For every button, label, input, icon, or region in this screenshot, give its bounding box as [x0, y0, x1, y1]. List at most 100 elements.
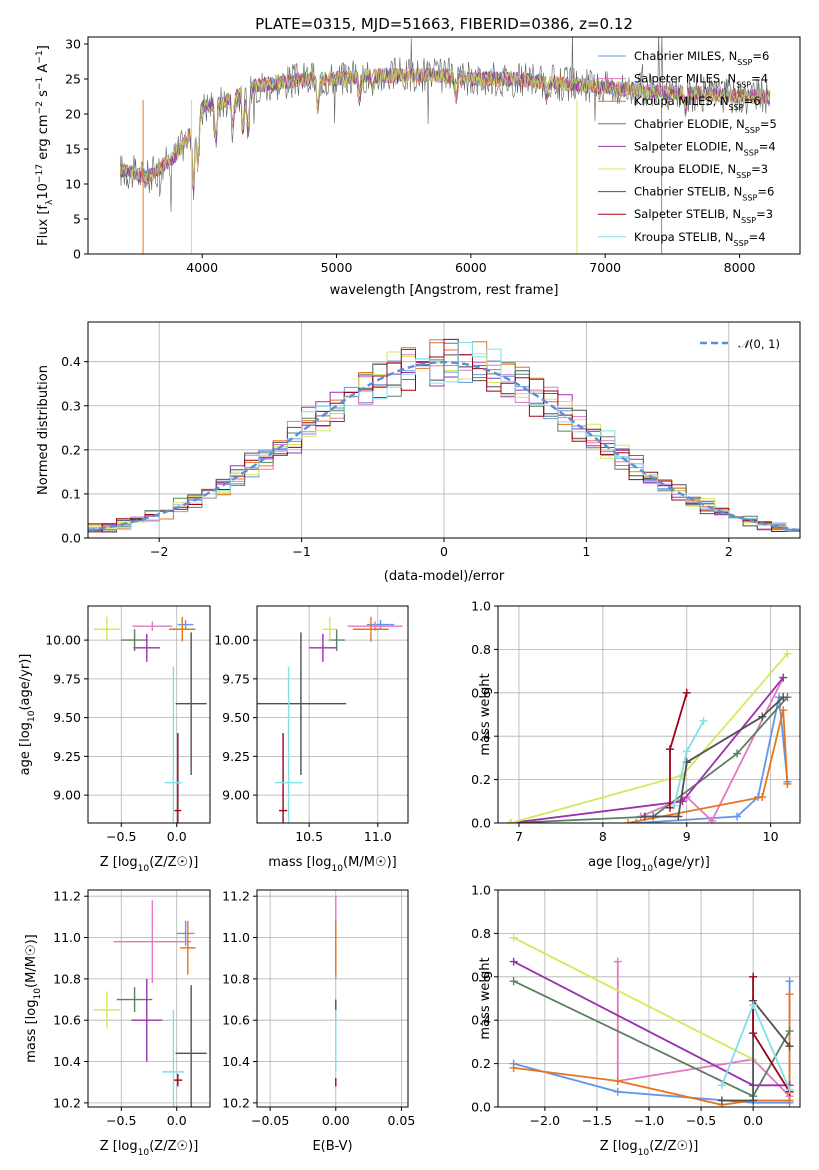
y-tick-label: 10.2 [53, 1095, 81, 1110]
x-axis-label: Z [log10(Z/Z☉)] [100, 855, 199, 874]
weight-marker-kroupa_elodie [783, 649, 792, 658]
weight-marker-kroupa_miles [785, 990, 794, 999]
weight_vs_Z-panel: −2.0 −1.5 −1.0 −0.5 0.0 0.0 0.2 0.4 0.6 0.8 1.0 Z [… [471, 883, 801, 1158]
x-tick-label: 9 [683, 829, 691, 844]
x-tick-label: 0.0 [167, 1113, 187, 1128]
legend-value: =3 [756, 207, 773, 221]
legend-value: =6 [757, 185, 774, 199]
errorbar-kroupa_elodie [93, 616, 121, 642]
errorbar-salpeter_stelib [173, 1073, 183, 1087]
errorbar-kroupa_stelib [162, 1009, 185, 1107]
y-tick-label: 25 [65, 72, 81, 87]
x-axis-label: age [log10(age/yr)] [588, 855, 710, 874]
weight-series-kroupa_miles [624, 706, 792, 823]
x-tick-label: 0.05 [388, 1113, 416, 1128]
axes-frame [256, 889, 409, 1108]
weight-marker-chabrier_miles [613, 1087, 622, 1096]
x-tick-label: 10.5 [295, 829, 323, 844]
y-axis-label: Flux [fλ10−17 erg cm−2 s−1 A−1] [35, 45, 55, 246]
y-tick-label: 5 [73, 212, 81, 227]
y-tick-label: 10.00 [214, 633, 250, 648]
weight-marker-chabrier_stelib [779, 693, 788, 702]
x-tick-label: −1.5 [582, 1113, 612, 1128]
y-tick-label: 9.00 [53, 788, 81, 803]
weight-series-salpeter_miles [636, 673, 788, 823]
x-tick-label: 8 [599, 829, 607, 844]
y-tick-label: 0.4 [471, 1013, 491, 1028]
y-tick-label: 9.25 [53, 749, 81, 764]
weight-series-kroupa_stelib [670, 717, 708, 810]
legend-value: =5 [760, 117, 777, 131]
y-tick-label: 10.6 [222, 1013, 250, 1028]
x-tick-label: −1.0 [634, 1113, 664, 1128]
x-axis-label: Z [log10(Z/Z☉)] [600, 1139, 699, 1158]
weight-lines [509, 933, 794, 1107]
legend-value: =4 [749, 230, 766, 244]
legend-label-kroupa_elodie: Kroupa ELODIE, NSSP=3 [634, 162, 768, 180]
spectrum-title: PLATE=0315, MJD=51663, FIBERID=0386, z=0… [255, 15, 633, 33]
weight-marker-kroupa_miles [613, 1076, 622, 1085]
weight-series-kroupa_stelib [717, 1001, 794, 1094]
y-tick-label: 0.2 [471, 772, 491, 787]
x-tick-label: −0.05 [251, 1113, 289, 1128]
weight-line-kroupa_miles [627, 709, 789, 823]
weight-marker-chabrier_elodie [733, 749, 742, 758]
legend-value: =4 [759, 139, 776, 153]
spectrum-panel: 4000 5000 6000 7000 8000 0 5 10 15 20 25 30 waveleng… [35, 36, 801, 298]
x-tick-label: 0.0 [743, 1113, 763, 1128]
weight-marker-kroupa_stelib [749, 1001, 758, 1010]
y-tick-label: 11.2 [53, 889, 81, 904]
axes-frame [87, 36, 801, 255]
weight-marker-salpeter_elodie [779, 673, 788, 682]
errorbar-salpeter_elodie [133, 633, 161, 662]
x-tick-label: 11.0 [364, 829, 392, 844]
x-tick-label: 0.00 [322, 1113, 350, 1128]
mass_vs_EBV-panel: −0.05 0.00 0.05 10.2 10.4 10.6 10.8 11.0 11.2 E(B… [222, 889, 415, 1154]
x-tick-label: 4000 [186, 260, 218, 275]
axes-frame [87, 321, 801, 539]
weight-marker-kroupa_stelib [670, 801, 679, 810]
y-tick-label: 1.0 [471, 883, 491, 898]
y-tick-label: 20 [65, 107, 81, 122]
weight-marker-chabrier_miles [785, 977, 794, 986]
x-tick-label: −2 [150, 544, 168, 559]
weight-marker-chabrier_elodie [509, 977, 518, 986]
weight-series-kroupa_elodie [509, 933, 758, 1064]
x-axis-label: E(B-V) [312, 1139, 352, 1154]
weight-marker-kroupa_miles [785, 1096, 794, 1105]
y-tick-label: 30 [65, 37, 81, 52]
y-tick-label: 10.8 [53, 971, 81, 986]
y-tick-label: 10 [65, 177, 81, 192]
weight-marker-chabrier_stelib [758, 712, 767, 721]
age_vs_Z-panel: −0.5 0.0 9.00 9.25 9.50 9.75 10.00 Z [log10(Z/Z… [18, 605, 211, 874]
weight-marker-kroupa_miles [624, 819, 633, 823]
weight-marker-chabrier_elodie [785, 1027, 794, 1036]
x-tick-label: −0.5 [106, 1113, 136, 1128]
weight-marker-kroupa_stelib [785, 1085, 794, 1094]
weight-line-chabrier_elodie [513, 980, 791, 1098]
weight-marker-kroupa_stelib [717, 1081, 726, 1090]
weight-line-chabrier_stelib [721, 998, 791, 1102]
x-tick-label: −0.5 [106, 829, 136, 844]
weight-marker-kroupa_miles [758, 792, 767, 801]
errorbar-salpeter_miles [132, 621, 173, 631]
weight-marker-kroupa_stelib [699, 717, 708, 726]
residuals-panel: −2 −1 0 1 2 0.0 0.1 0.2 0.3 0.4 𝒩(0, 1) (data-model… [36, 321, 801, 584]
weight-marker-salpeter_stelib [665, 745, 674, 754]
weight-marker-salpeter_elodie [509, 957, 518, 966]
y-tick-label: 0.4 [471, 729, 491, 744]
weight-series-chabrier_miles [509, 977, 794, 1107]
y-tick-label: 0.0 [471, 816, 491, 831]
legend-label-salpeter_stelib: Salpeter STELIB, NSSP=3 [634, 207, 773, 225]
weight-marker-kroupa_miles [783, 779, 792, 788]
legend-value: =4 [751, 72, 768, 86]
y-tick-label: 9.75 [53, 671, 81, 686]
weight-marker-chabrier_stelib [717, 1096, 726, 1105]
spectrum-line-kroupa_elodie [119, 67, 771, 186]
weight-line-salpeter_elodie [513, 960, 790, 1087]
errorbar-salpeter_stelib [174, 733, 182, 823]
y-tick-label: 11.0 [222, 930, 250, 945]
x-tick-label: 10 [763, 829, 779, 844]
weight-series-chabrier_elodie [509, 977, 794, 1101]
y-tick-label: 0.6 [471, 969, 491, 984]
